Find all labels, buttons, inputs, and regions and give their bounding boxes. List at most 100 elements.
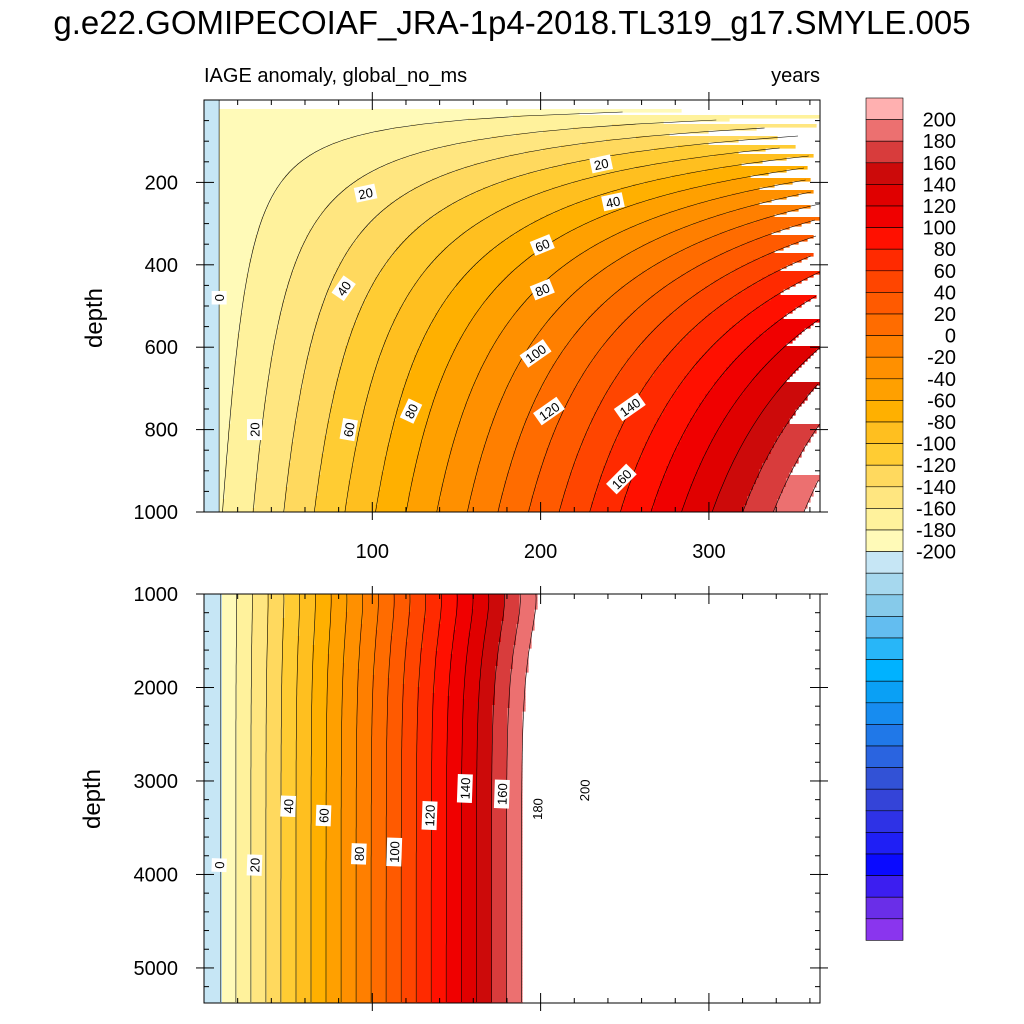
bottom-contour-label: 180: [529, 794, 546, 824]
colorbar-box: [865, 292, 904, 315]
colorbar-box: [865, 832, 904, 855]
top-panel-y-axis-title: depth: [81, 288, 108, 348]
bottom-contour-label: 120: [421, 801, 438, 831]
bottom-y-tick-label: 5000: [134, 958, 179, 980]
bottom-panel-contour-fill: [204, 594, 538, 1003]
top-contour-label: 40: [601, 192, 625, 212]
top-contour-label: 60: [529, 234, 555, 256]
top-x-tick-label: 100: [356, 541, 389, 563]
colorbar-boxes: [865, 97, 904, 941]
colorbar-label: 60: [934, 261, 956, 283]
colorbar-label: -60: [927, 390, 956, 412]
colorbar-label: -20: [927, 347, 956, 369]
colorbar-box: [865, 788, 904, 812]
bottom-contour-label: 100: [386, 837, 403, 867]
bottom-panel: 1000 2000 3000 4000 5000 0 20 40 60 80 100 120 140 1…: [79, 584, 828, 1011]
bottom-contour-label: 140: [456, 773, 473, 803]
top-contour-label: 0: [211, 291, 227, 305]
colorbar-label: -200: [916, 542, 956, 564]
colorbar-label: 180: [923, 131, 956, 153]
colorbar-box: [865, 594, 904, 617]
colorbar-box: [865, 745, 904, 768]
bottom-panel-y-axis-title: depth: [79, 769, 106, 829]
colorbar-box: [865, 767, 904, 790]
colorbar-label: 80: [934, 239, 956, 261]
svg-text:20: 20: [593, 156, 610, 174]
colorbar-box: [865, 896, 904, 920]
top-y-tick-label: 600: [145, 337, 178, 359]
colorbar-box: [865, 724, 904, 747]
bottom-contour-label: 40: [280, 795, 296, 817]
colorbar-label: -160: [916, 498, 956, 520]
colorbar-box: [865, 162, 904, 185]
colorbar-box: [865, 853, 904, 876]
svg-text:40: 40: [334, 278, 355, 298]
top-x-tick-label: 200: [524, 541, 557, 563]
top-x-tick-label: 300: [692, 541, 725, 563]
colorbar-box: [865, 227, 904, 250]
bottom-contour-label: 0: [211, 858, 227, 873]
top-contour-label: 20: [589, 154, 614, 174]
colorbar-label: -100: [916, 434, 956, 456]
colorbar-box: [865, 140, 904, 164]
colorbar-label: 140: [923, 174, 956, 196]
colorbar-label: 200: [923, 110, 956, 132]
colorbar-label: 20: [934, 304, 956, 326]
colorbar-box: [865, 421, 904, 444]
top-y-tick-label: 800: [145, 420, 178, 442]
colorbar-label: 100: [923, 218, 956, 240]
colorbar-box: [865, 313, 904, 336]
bottom-y-tick-label: 1000: [134, 584, 179, 606]
colorbar-box: [865, 464, 904, 488]
colorbar-box: [865, 659, 904, 682]
colorbar-label: -140: [916, 477, 956, 499]
colorbar-box: [865, 572, 904, 596]
top-panel-ticks: [196, 92, 828, 520]
svg-text:60: 60: [341, 421, 358, 438]
colorbar-box: [865, 119, 904, 142]
colorbar-label: 120: [923, 196, 956, 218]
svg-text:60: 60: [533, 236, 552, 255]
bottom-contour-label: 80: [350, 843, 367, 865]
colorbar-box: [865, 248, 904, 272]
colorbar-label: 0: [945, 326, 956, 348]
top-panel-subtitle-right: years: [771, 65, 820, 87]
colorbar-box: [865, 551, 904, 574]
top-contour-label: 20: [246, 419, 262, 441]
colorbar-box: [865, 486, 904, 509]
colorbar-box: [865, 529, 904, 552]
chart-title: g.e22.GOMIPECOIAF_JRA-1p4-2018.TL319_g17…: [53, 4, 971, 41]
top-panel-x-tick-labels: 100 200 300: [356, 541, 726, 563]
top-panel-subtitle-left: IAGE anomaly, global_no_ms: [204, 65, 467, 87]
colorbar-label: 40: [934, 282, 956, 304]
colorbar-box: [865, 702, 904, 725]
colorbar-label: -40: [927, 369, 956, 391]
top-y-tick-label: 400: [145, 255, 178, 277]
colorbar-box: [865, 270, 904, 293]
top-y-tick-label: 1000: [134, 502, 179, 524]
colorbar-box: [865, 875, 904, 898]
top-contour-label: 40: [331, 275, 356, 302]
colorbar: 200180160140120100806040200-20-40-60-80-…: [865, 97, 956, 941]
bottom-panel-contour-labels: 0 20 40 60 80 100 120 140 160 180 200: [211, 773, 593, 876]
colorbar-labels: 200180160140120100806040200-20-40-60-80-…: [916, 110, 956, 564]
colorbar-box: [865, 335, 904, 358]
colorbar-label: -120: [916, 455, 956, 477]
colorbar-box: [865, 400, 904, 423]
bottom-y-tick-label: 4000: [134, 864, 179, 886]
colorbar-box: [865, 918, 904, 941]
top-contour-label: 20: [353, 183, 378, 203]
bottom-y-tick-label: 2000: [134, 677, 179, 699]
colorbar-box: [865, 184, 904, 207]
bottom-contour-label: 200: [576, 775, 593, 805]
colorbar-label: 160: [923, 153, 956, 175]
colorbar-box: [865, 637, 904, 660]
svg-text:0: 0: [212, 294, 227, 301]
top-panel-contour-fill: [204, 100, 820, 512]
top-y-tick-label: 200: [145, 172, 178, 194]
top-contour-label: 60: [339, 417, 358, 442]
colorbar-box: [865, 356, 904, 380]
colorbar-label: -180: [916, 520, 956, 542]
colorbar-label: -80: [927, 412, 956, 434]
